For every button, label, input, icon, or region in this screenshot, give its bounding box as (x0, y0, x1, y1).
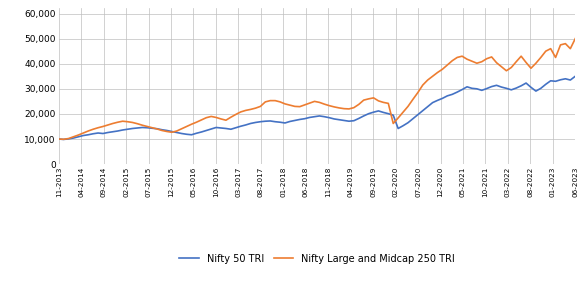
Nifty 50 TRI (414, 113, 421, 116)
Legend: Nifty 50 TRI, Nifty Large and Midcap 250 TRI: Nifty 50 TRI, Nifty Large and Midcap 250… (176, 250, 458, 268)
Nifty 50 TRI (55, 137, 62, 141)
Line: Nifty 50 TRI: Nifty 50 TRI (59, 76, 575, 140)
Nifty Large and Midcap 250 TRI (360, 98, 367, 102)
Nifty Large and Midcap 250 TRI (394, 116, 402, 120)
Nifty 50 TRI (365, 112, 372, 115)
Nifty 50 TRI (75, 135, 82, 138)
Line: Nifty Large and Midcap 250 TRI: Nifty Large and Midcap 250 TRI (59, 38, 575, 139)
Nifty Large and Midcap 250 TRI (414, 91, 421, 94)
Nifty 50 TRI (360, 114, 367, 118)
Nifty 50 TRI (60, 138, 67, 141)
Nifty Large and Midcap 250 TRI (75, 133, 82, 137)
Nifty Large and Midcap 250 TRI (508, 66, 515, 69)
Nifty 50 TRI (508, 88, 515, 91)
Nifty Large and Midcap 250 TRI (365, 97, 372, 100)
Nifty Large and Midcap 250 TRI (55, 137, 62, 141)
Nifty Large and Midcap 250 TRI (572, 37, 579, 40)
Nifty 50 TRI (572, 75, 579, 78)
Nifty 50 TRI (394, 127, 402, 130)
Nifty Large and Midcap 250 TRI (60, 138, 67, 141)
